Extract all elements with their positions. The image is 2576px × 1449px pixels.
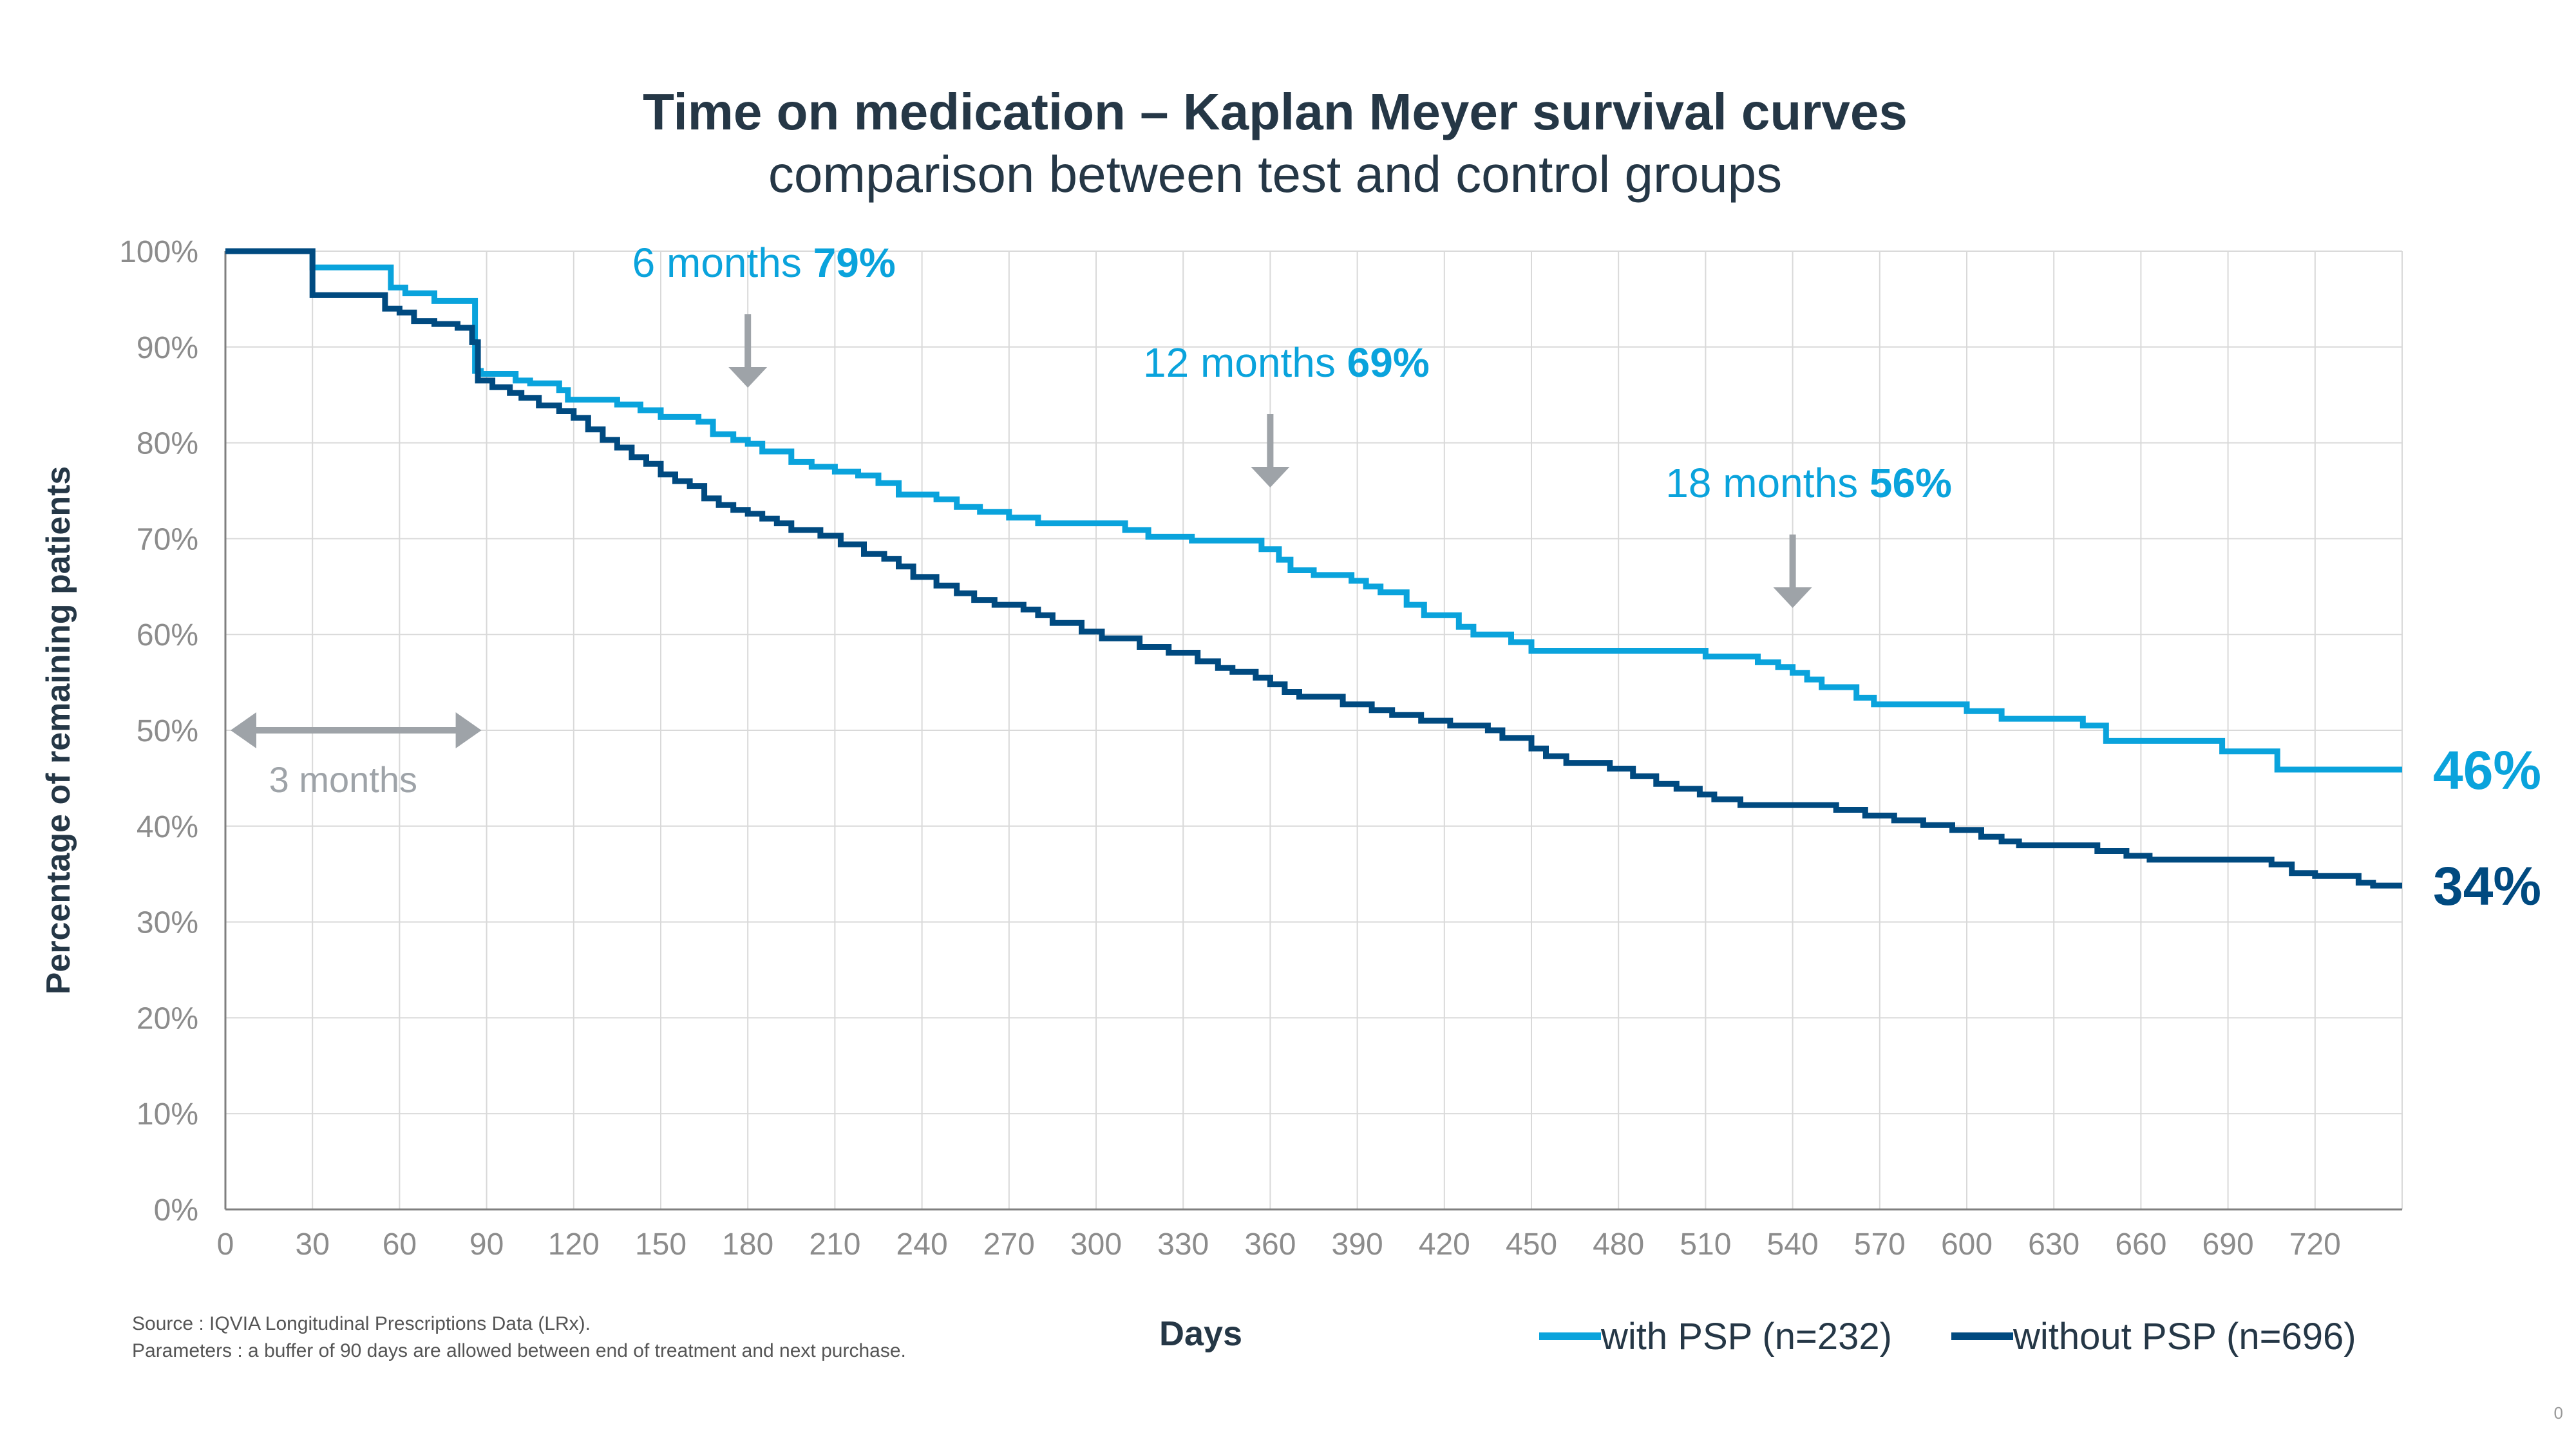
end-label-with-psp: 46% bbox=[2433, 740, 2541, 800]
annotation-arrow-head bbox=[1251, 467, 1290, 488]
parameters-note: Parameters : a buffer of 90 days are all… bbox=[132, 1340, 906, 1361]
legend-label-with-psp: with PSP (n=232) bbox=[1601, 1315, 1892, 1358]
x-tick-label: 720 bbox=[2289, 1227, 2341, 1262]
x-tick-label: 480 bbox=[1593, 1227, 1644, 1262]
annotation-label: 12 months 69% bbox=[1143, 339, 1430, 386]
annotation-label: 6 months 79% bbox=[632, 240, 896, 286]
series-line-without-psp bbox=[225, 248, 2402, 889]
x-tick-label: 270 bbox=[983, 1227, 1035, 1262]
page-number: 0 bbox=[2553, 1403, 2563, 1423]
y-tick-label: 80% bbox=[137, 427, 198, 461]
series-line-with-psp bbox=[225, 248, 2402, 773]
x-tick-label: 390 bbox=[1332, 1227, 1383, 1262]
range-arrow-head-right bbox=[455, 712, 482, 748]
legend-item-with-psp: with PSP (n=232) bbox=[1539, 1314, 1892, 1359]
x-tick-label: 660 bbox=[2115, 1227, 2166, 1262]
x-tick-label: 90 bbox=[469, 1227, 504, 1262]
chart-subtitle: comparison between test and control grou… bbox=[768, 146, 1783, 203]
range-arrow-head-left bbox=[231, 712, 256, 748]
chart-title: Time on medication – Kaplan Meyer surviv… bbox=[643, 83, 1908, 140]
y-tick-label: 90% bbox=[137, 331, 198, 365]
end-label-without-psp: 34% bbox=[2433, 856, 2541, 916]
legend-swatch-without-psp bbox=[1951, 1332, 2013, 1340]
annotation-label: 18 months 56% bbox=[1665, 460, 1952, 506]
y-tick-label: 50% bbox=[137, 714, 198, 748]
x-tick-label: 330 bbox=[1157, 1227, 1209, 1262]
x-tick-label: 120 bbox=[548, 1227, 600, 1262]
x-tick-label: 150 bbox=[635, 1227, 687, 1262]
x-tick-label: 420 bbox=[1419, 1227, 1470, 1262]
x-tick-label: 450 bbox=[1506, 1227, 1557, 1262]
range-annotation-label: 3 months bbox=[269, 759, 417, 800]
x-tick-label: 570 bbox=[1854, 1227, 1906, 1262]
y-tick-label: 10% bbox=[137, 1097, 198, 1132]
y-tick-label: 70% bbox=[137, 522, 198, 556]
x-tick-label: 300 bbox=[1070, 1227, 1122, 1262]
x-tick-label: 540 bbox=[1767, 1227, 1819, 1262]
source-note: Source : IQVIA Longitudinal Prescription… bbox=[132, 1313, 591, 1334]
x-tick-label: 210 bbox=[809, 1227, 860, 1262]
x-tick-label: 240 bbox=[896, 1227, 948, 1262]
y-tick-label: 20% bbox=[137, 1001, 198, 1036]
y-tick-label: 100% bbox=[119, 235, 198, 269]
legend-item-without-psp: without PSP (n=696) bbox=[1951, 1314, 2356, 1359]
x-axis-title: Days bbox=[1159, 1314, 1243, 1353]
x-tick-label: 60 bbox=[383, 1227, 417, 1262]
x-tick-label: 600 bbox=[1941, 1227, 1993, 1262]
y-tick-label: 30% bbox=[137, 906, 198, 940]
y-tick-label: 0% bbox=[154, 1193, 198, 1227]
x-tick-label: 30 bbox=[296, 1227, 330, 1262]
x-tick-label: 510 bbox=[1680, 1227, 1731, 1262]
x-tick-label: 180 bbox=[722, 1227, 773, 1262]
x-tick-label: 690 bbox=[2202, 1227, 2254, 1262]
legend-label-without-psp: without PSP (n=696) bbox=[2013, 1315, 2356, 1358]
footnote: Source : IQVIA Longitudinal Prescription… bbox=[132, 1311, 906, 1365]
y-axis-title: Percentage of remaining patients bbox=[40, 466, 77, 995]
x-tick-label: 630 bbox=[2028, 1227, 2079, 1262]
annotation-arrow-head bbox=[1773, 587, 1812, 608]
annotation-arrow-head bbox=[728, 367, 768, 388]
y-tick-label: 60% bbox=[137, 618, 198, 652]
y-tick-label: 40% bbox=[137, 810, 198, 844]
x-tick-label: 0 bbox=[217, 1227, 234, 1262]
legend-swatch-with-psp bbox=[1539, 1332, 1601, 1340]
x-tick-label: 360 bbox=[1244, 1227, 1296, 1262]
